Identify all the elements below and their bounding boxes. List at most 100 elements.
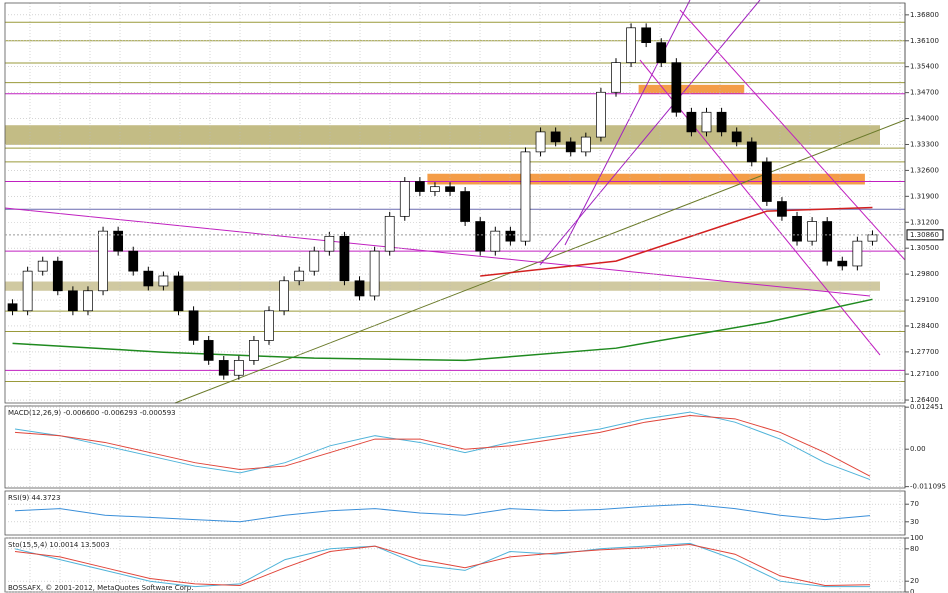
candle-body — [414, 181, 425, 192]
candle-body — [218, 360, 229, 376]
price-zone — [427, 173, 865, 185]
y-tick-label: 0 — [910, 588, 914, 593]
candle-body — [701, 111, 712, 133]
candle-body — [113, 230, 124, 252]
y-tick-label: 1.29800 — [910, 270, 939, 278]
y-tick-label: 70 — [910, 500, 919, 508]
last-price-box — [906, 229, 944, 241]
price-zone — [5, 125, 880, 145]
price-zone — [638, 84, 745, 94]
channel-line — [679, 9, 906, 261]
candle-body — [83, 290, 93, 312]
copyright: BOSSAFX, © 2001-2012, MetaQuotes Softwar… — [8, 584, 193, 592]
indicator-line — [14, 503, 871, 523]
y-tick-label: 1.34700 — [910, 89, 939, 97]
y-tick-label: 1.34000 — [910, 115, 939, 123]
trend-line — [4, 207, 871, 297]
candle-body — [867, 234, 878, 242]
y-tick-label: 0.00 — [910, 445, 926, 453]
candle-body — [822, 221, 833, 262]
candle-body — [354, 280, 365, 297]
y-tick-label: 1.31200 — [910, 218, 939, 226]
candle-body — [792, 215, 802, 242]
candle-body — [852, 240, 863, 267]
candle-body — [565, 141, 576, 153]
candle-body — [188, 310, 199, 341]
y-tick-label: 80 — [910, 545, 919, 553]
candle-body — [777, 201, 787, 217]
y-tick-label: 1.32600 — [910, 166, 939, 174]
candle-body — [203, 340, 214, 361]
y-tick-label: 1.31900 — [910, 192, 939, 200]
y-tick-label: 30 — [910, 518, 919, 526]
y-tick-label: 100 — [910, 534, 923, 542]
candle-body — [143, 270, 154, 287]
candle-body — [339, 235, 350, 282]
moving-average — [12, 298, 873, 362]
candle-body — [384, 215, 395, 252]
indicator-title: MACD(12,26,9) -0.006600 -0.006293 -0.000… — [8, 409, 176, 417]
candle-body — [626, 27, 636, 63]
y-tick-label: 1.27700 — [910, 348, 939, 356]
indicator-title: Sto(15,5,4) 10.0014 13.5003 — [8, 541, 110, 549]
y-tick-label: 0.012451 — [910, 403, 943, 411]
candle-body — [490, 230, 501, 252]
candle-body — [264, 310, 274, 341]
candle-body — [68, 290, 78, 312]
candle-body — [807, 221, 817, 242]
candle-body — [22, 270, 33, 312]
indicator-line — [14, 543, 871, 587]
candle-body — [52, 260, 63, 292]
candle-body — [430, 186, 440, 192]
candle-body — [550, 131, 561, 143]
candle-body — [535, 131, 546, 153]
candle-body — [445, 186, 455, 192]
y-tick-label: 1.28400 — [910, 322, 939, 330]
candle-body — [158, 275, 169, 287]
y-tick-label: 1.36100 — [910, 37, 939, 45]
candle-body — [7, 303, 18, 312]
y-tick-label: 1.36800 — [910, 11, 939, 19]
candle-body — [716, 111, 727, 133]
candle-body — [731, 131, 742, 143]
y-tick-label: 1.30500 — [910, 244, 939, 252]
y-tick-label: 1.35400 — [910, 63, 939, 71]
candle-body — [686, 111, 697, 133]
candle-body — [98, 230, 108, 292]
candle-body — [249, 340, 259, 361]
candle-body — [641, 27, 652, 43]
indicator-line — [14, 411, 871, 481]
channel-line — [539, 0, 761, 266]
candle-body — [399, 181, 410, 217]
moving-average — [480, 206, 873, 277]
candle-body — [746, 141, 757, 163]
candle-body — [671, 62, 682, 113]
y-tick-label: 1.27100 — [910, 370, 939, 378]
y-tick-label: 1.33300 — [910, 140, 939, 148]
candle-body — [279, 280, 289, 312]
candle-body — [475, 221, 486, 252]
candle-body — [173, 275, 184, 312]
candle-body — [369, 250, 380, 297]
candle-body — [837, 260, 848, 267]
candle-body — [580, 136, 591, 153]
candle-body — [520, 151, 531, 242]
candle-body — [324, 235, 335, 252]
channel-line — [564, 0, 691, 246]
candle-body — [656, 42, 667, 63]
indicator-line — [14, 542, 870, 588]
candle-body — [128, 250, 139, 272]
candle-body — [309, 250, 320, 272]
y-tick-label: 1.26400 — [910, 396, 939, 404]
price-zone — [5, 281, 880, 291]
last-price-label: 1.30860 — [910, 231, 939, 239]
candle-body — [233, 360, 244, 376]
indicator-line — [14, 414, 871, 477]
candle-body — [505, 230, 516, 242]
candle-body — [460, 191, 471, 222]
candle-body — [294, 270, 305, 282]
candle-body — [596, 91, 606, 138]
indicator-title: RSI(9) 44.3723 — [8, 494, 60, 502]
candle-body — [611, 62, 621, 93]
